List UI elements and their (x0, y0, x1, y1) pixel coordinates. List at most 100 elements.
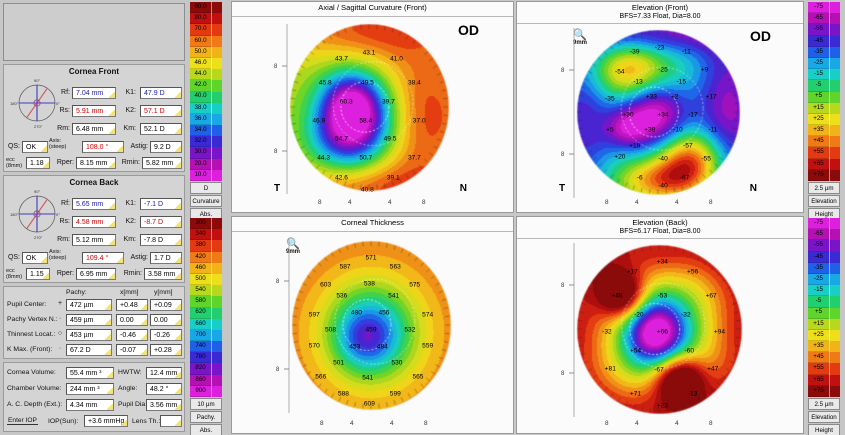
map-value-label: +49 (611, 292, 623, 300)
pupil-center-pachy[interactable]: 472 µm (66, 299, 112, 311)
pupil-center-x[interactable]: +0.48 (116, 299, 148, 311)
scale-step: -5 (808, 296, 840, 308)
thinnest-locat-pachy[interactable]: 453 µm (66, 329, 112, 341)
angle-value[interactable]: 48.2 ° (146, 383, 182, 395)
cb-astig-value[interactable]: 1.7 D (150, 252, 182, 264)
cf-rper-value[interactable]: 8.15 mm (76, 157, 116, 169)
scale-label: 780 (190, 352, 211, 364)
scale-label: -5 (808, 296, 829, 308)
cf-km-value[interactable]: 52.1 D (140, 123, 182, 135)
scale-label: 46.0 (190, 58, 211, 70)
scale-swatch (829, 374, 838, 386)
chamber-volume-value[interactable]: 244 mm ³ (66, 383, 114, 395)
iop-sun-value[interactable]: +3.6 mmHg (84, 415, 128, 427)
thickness-map-canvas[interactable] (290, 239, 452, 411)
map-value-label: 597 (308, 311, 320, 319)
cf-astig-value[interactable]: 9.2 D (150, 141, 182, 153)
scale-label: 36.0 (190, 114, 211, 126)
cf-rs-value[interactable]: 5.91 mm (72, 105, 116, 117)
scale-label: 660 (190, 319, 211, 330)
elevation-scale-front[interactable]: -75 -65 -55 -45 -35 -25 -15 -5 +5 +15 +25 +35 +45 +55… (808, 2, 840, 220)
pachy-vertex-pachy[interactable]: 459 µm (66, 314, 112, 326)
cb-k1-value[interactable]: -7.1 D (140, 198, 182, 210)
scale-swatch (829, 385, 838, 397)
elev-front-map-canvas[interactable] (575, 28, 741, 196)
map-value-label: -25 (658, 66, 668, 74)
elev-front-title: Elevation (Front) (631, 3, 689, 12)
cf-rf-value[interactable]: 7.04 mm (72, 87, 116, 99)
cf-rm-label: Rm: (57, 125, 70, 132)
cf-ecc-value[interactable]: 1.18 (26, 157, 50, 169)
cb-rs-value[interactable]: 4.58 mm (72, 216, 116, 228)
lens-th-value[interactable] (160, 415, 182, 427)
svg-text:8: 8 (561, 283, 565, 289)
scale-label: +5 (808, 92, 829, 103)
axial-value-layer: 43.1 43.7 41.0 45.8 49.5 38.4 60.3 39.7 46.9 58.4… (288, 22, 450, 194)
map-value-label: -11 (681, 48, 691, 56)
scale-step: +55 (808, 147, 840, 159)
cb-km-value[interactable]: -7.8 D (140, 234, 182, 246)
scale-swatch (211, 125, 220, 137)
kmax-front-y[interactable]: +0.28 (150, 344, 182, 356)
scale-step: 40.0 (190, 91, 222, 103)
thinnest-locat-y[interactable]: -0.26 (150, 329, 182, 341)
elevation-scale-back[interactable]: -75 -65 -55 -45 -35 -25 -15 -5 +5 +15 +25 +35 +45 +55… (808, 218, 840, 435)
kmax-front-x[interactable]: -0.07 (116, 344, 148, 356)
cf-rmin-value[interactable]: 5.82 mm (142, 157, 182, 169)
pachy-vertex-x[interactable]: 0.00 (116, 314, 148, 326)
map-value-label: -10 (673, 126, 683, 134)
pupil-dia-value[interactable]: 3.56 mm (146, 399, 182, 411)
cb-ecc-value[interactable]: 1.15 (26, 268, 50, 280)
pupil-center-label: Pupil Center: (7, 301, 47, 308)
scale-label: 80.0 (190, 13, 211, 25)
scale-step: 580 (190, 296, 222, 308)
scale-mode[interactable]: Height (808, 424, 840, 435)
scale-step: 30.0 (190, 147, 222, 159)
cb-qs-value[interactable]: OK (22, 252, 48, 264)
scale-mode[interactable]: Abs. (190, 424, 222, 435)
scale-step: +65 (808, 374, 840, 386)
kmax-front-pachy[interactable]: 67.2 D (66, 344, 112, 356)
axial-map-canvas[interactable] (288, 22, 450, 192)
scale-step: 460 (190, 262, 222, 274)
elev-back-map-canvas[interactable] (575, 243, 743, 415)
cornea-volume-value[interactable]: 55.4 mm ³ (66, 367, 114, 379)
thinnest-locat-x[interactable]: -0.46 (116, 329, 148, 341)
hwtw-value[interactable]: 12.4 mm (146, 367, 182, 379)
cb-k2-label: K2: (125, 218, 136, 225)
cb-k2-value[interactable]: -8.7 D (140, 216, 182, 228)
cb-rper-value[interactable]: 6.95 mm (76, 268, 116, 280)
cb-rf-value[interactable]: 5.65 mm (72, 198, 116, 210)
elev-back-xtick-4l: 4 (635, 420, 639, 427)
cb-km-label: Km: (123, 236, 136, 243)
map-value-label: 538 (363, 280, 375, 288)
cf-k1-value[interactable]: 47.9 D (140, 87, 182, 99)
ac-depth-value[interactable]: 4.34 mm (66, 399, 114, 411)
pachymetry-scale[interactable]: 300 340 380 420 460 500 540 580 620 660 700 740 780 8… (190, 218, 222, 435)
scale-label: +25 (808, 330, 829, 342)
map-value-label: -35 (605, 95, 615, 103)
map-value-label: +34 (657, 111, 669, 119)
cb-rm-value[interactable]: 5.12 mm (72, 234, 116, 246)
cf-axis-value[interactable]: 108.0 ° (82, 141, 124, 153)
scale-step: 32.0 (190, 136, 222, 148)
scale-name: Elevation (808, 195, 840, 207)
pachy-vertex-y[interactable]: 0.00 (150, 314, 182, 326)
scale-step: 380 (190, 240, 222, 252)
pupil-center-y[interactable]: +0.09 (150, 299, 182, 311)
cb-axis-value[interactable]: 109.4 ° (82, 252, 124, 264)
svg-text:270°: 270° (34, 124, 43, 129)
cf-rm-value[interactable]: 6.48 mm (72, 123, 116, 135)
enter-iop-button[interactable]: Enter IOP (7, 417, 38, 425)
map-value-label: +17 (705, 93, 717, 101)
map-value-label: +30 (622, 111, 634, 119)
curvature-scale[interactable]: 90.0 80.0 70.0 60.0 50.0 46.0 44.0 42.0 40.0 38.0… (190, 2, 222, 220)
thickness-xtick-8r: 8 (424, 420, 428, 427)
cb-rmin-value[interactable]: 3.58 mm (144, 268, 182, 280)
map-value-label: +2 (670, 93, 679, 101)
hwtw-label: HWTW: (118, 369, 142, 376)
svg-text:90°: 90° (34, 78, 40, 83)
y-col-header: y[mm] (154, 289, 173, 296)
cf-qs-value[interactable]: OK (22, 141, 48, 153)
cf-k2-value[interactable]: 57.1 D (140, 105, 182, 117)
